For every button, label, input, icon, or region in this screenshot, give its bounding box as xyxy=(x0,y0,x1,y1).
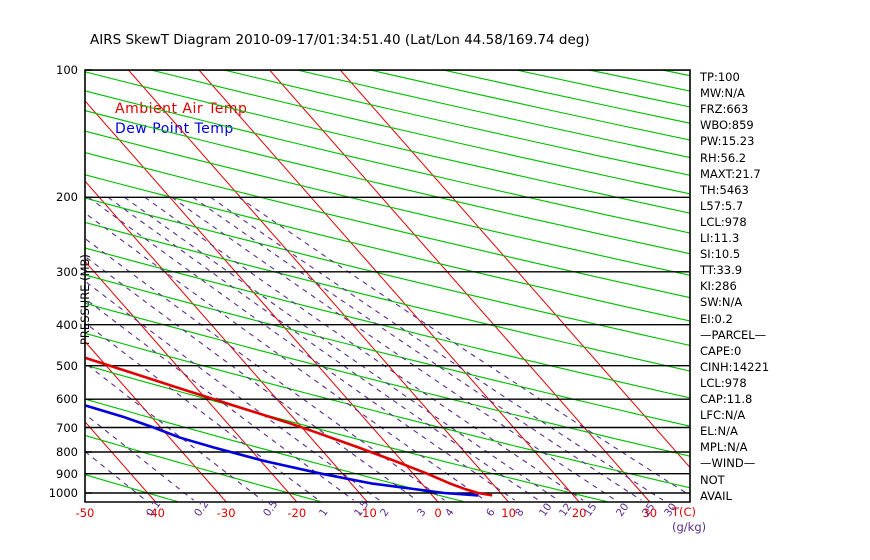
adiabat-line xyxy=(442,70,690,124)
index-row: FRZ:663 xyxy=(700,102,749,117)
legend-ambient-air-temp: Ambient Air Temp xyxy=(115,101,248,117)
pressure-tick-label: 200 xyxy=(56,190,78,205)
index-row: SW:N/A xyxy=(700,295,743,310)
adiabat-line xyxy=(85,274,690,427)
bottom-temp-tick: -30 xyxy=(216,506,236,520)
index-row: SI:10.5 xyxy=(700,247,741,262)
bottom-temp-tick: -40 xyxy=(146,506,165,520)
page-title: AIRS SkewT Diagram 2010-09-17/01:34:51.4… xyxy=(90,32,590,48)
index-row: CINH:14221 xyxy=(700,359,770,374)
isotherm-line xyxy=(85,501,86,502)
ambient-air-temp-curve xyxy=(85,356,493,497)
isotherm-line xyxy=(269,70,651,502)
mixing-ratio-line xyxy=(107,196,539,501)
index-row: LI:11.3 xyxy=(700,231,740,245)
adiabat-line xyxy=(85,434,321,502)
mixing-ratio-line xyxy=(85,297,355,501)
adiabat-line xyxy=(516,70,690,108)
index-row: MAXT:21.7 xyxy=(700,166,761,181)
isotherm-line xyxy=(339,70,690,469)
pressure-tick-label: 500 xyxy=(56,358,78,373)
pressure-tick-label: 600 xyxy=(56,392,78,407)
index-row: LFC:N/A xyxy=(700,408,746,423)
pressure-tick-label: 900 xyxy=(56,466,78,481)
index-row: EI:0.2 xyxy=(700,311,733,326)
adiabat-line xyxy=(0,70,34,502)
isotherm-line xyxy=(85,421,156,502)
index-row: KI:286 xyxy=(700,279,737,294)
pressure-tick-label: 700 xyxy=(56,420,78,435)
legend-dew-point-temp: Dew Point Temp xyxy=(115,121,234,137)
bottom-temp-tick: 10 xyxy=(501,506,516,520)
bottom-temp-tick: -20 xyxy=(287,506,307,520)
isotherm-line xyxy=(198,70,580,502)
adiabat-line xyxy=(85,130,690,276)
temperature-axis-label: T(C) xyxy=(672,505,697,519)
adiabat-line xyxy=(85,332,690,489)
bottom-temp-tick: -10 xyxy=(357,506,377,520)
pressure-tick-label: 1000 xyxy=(48,486,78,501)
index-row: TP:100 xyxy=(700,70,740,84)
index-row: EL:N/A xyxy=(700,424,738,439)
adiabat-line xyxy=(85,197,690,347)
adiabat-line xyxy=(85,247,690,399)
pressure-tick-label: 400 xyxy=(56,317,78,332)
adiabat-line xyxy=(85,302,690,457)
dew-point-temp-curve xyxy=(85,403,479,497)
index-row: —WIND— xyxy=(700,456,756,471)
isotherm-line xyxy=(85,260,298,502)
bottom-temp-tick: 30 xyxy=(642,506,658,520)
index-row: L57:5.7 xyxy=(700,198,744,213)
adiabat-line xyxy=(85,151,690,299)
index-row: NOT xyxy=(700,472,725,487)
adiabat-line xyxy=(736,70,870,502)
mixing-ratio-axis-label: (g/kg) xyxy=(672,520,707,534)
index-row: AVAIL xyxy=(700,488,732,503)
index-row: LCL:978 xyxy=(700,375,747,390)
index-row: MPL:N/A xyxy=(700,440,748,455)
adiabat-line xyxy=(85,398,464,502)
adiabat-line xyxy=(223,70,690,176)
index-row: TH:5463 xyxy=(700,182,749,197)
adiabat-line xyxy=(85,221,690,372)
pressure-tick-label: 100 xyxy=(56,63,78,77)
adiabat-line xyxy=(662,70,690,77)
index-row: TT:33.9 xyxy=(700,263,743,278)
pressure-tick-label: 800 xyxy=(56,445,78,460)
adiabat-line xyxy=(85,110,690,255)
index-row: —PARCEL— xyxy=(700,327,767,342)
adiabat-line xyxy=(85,364,607,502)
index-row: CAPE:0 xyxy=(700,343,742,358)
index-row: LCL:978 xyxy=(700,214,747,229)
bottom-temp-tick: 20 xyxy=(571,506,587,520)
bottom-temp-tick: 0 xyxy=(434,506,442,520)
adiabat-line xyxy=(296,70,690,159)
mixing-ratio-line xyxy=(85,280,380,501)
mixing-ratio-line xyxy=(238,196,690,497)
index-row: CAP:11.8 xyxy=(700,392,753,406)
index-row: PW:15.23 xyxy=(700,134,755,149)
adiabat-line xyxy=(85,174,690,322)
mixing-ratio-line xyxy=(85,237,445,501)
mixing-ratio-line xyxy=(210,196,664,501)
isotherm-line xyxy=(85,180,368,502)
adiabat-line xyxy=(809,70,870,502)
index-row: RH:56.2 xyxy=(700,150,747,165)
isotherm-line xyxy=(128,70,509,502)
index-row: MW:N/A xyxy=(700,86,745,101)
mixing-ratio-line xyxy=(144,196,584,501)
mixing-ratio-line xyxy=(124,196,559,501)
isotherm-line xyxy=(0,70,14,502)
grid-lines-group xyxy=(0,70,870,502)
bottom-temp-tick: -50 xyxy=(75,506,95,520)
plot-frame xyxy=(84,69,691,503)
index-row: WBO:859 xyxy=(700,118,754,133)
pressure-tick-label: 300 xyxy=(56,264,78,279)
